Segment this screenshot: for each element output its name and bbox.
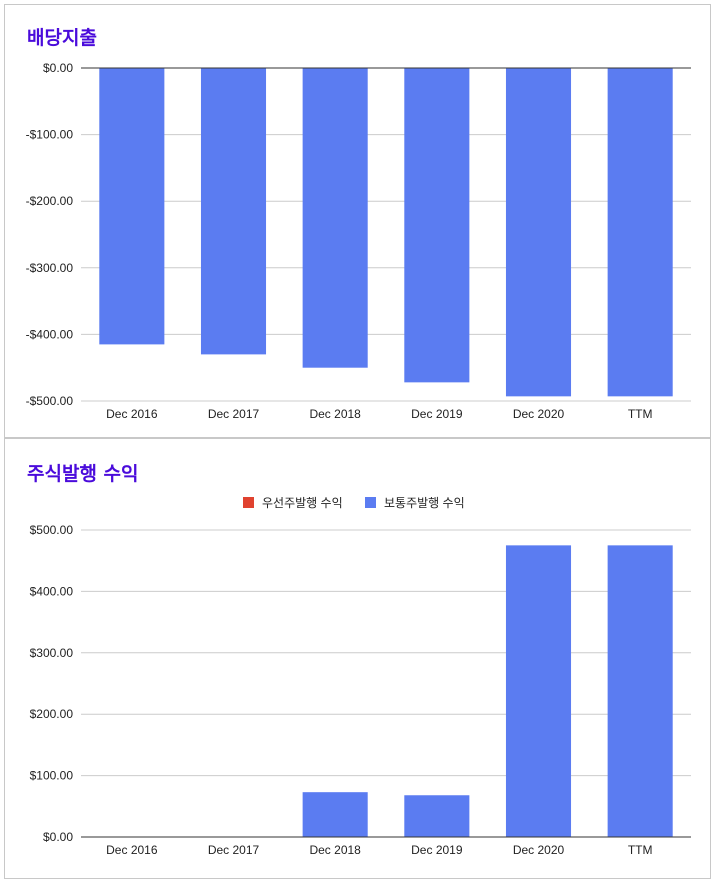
x-tick-label: Dec 2019 — [411, 843, 463, 857]
legend-swatch — [365, 497, 376, 508]
bar — [404, 795, 470, 837]
x-tick-label: Dec 2016 — [106, 843, 158, 857]
y-tick-label: -$200.00 — [26, 194, 74, 208]
x-tick-label: Dec 2020 — [513, 843, 565, 857]
y-tick-label: -$400.00 — [26, 327, 74, 341]
bar — [302, 792, 368, 837]
x-tick-label: Dec 2020 — [513, 407, 565, 421]
y-tick-label: -$500.00 — [26, 394, 74, 408]
stock-issuance-chart-panel: 주식발행 수익 $0.00 $100.00 $200.00 $300.00 $400.0… — [4, 438, 711, 879]
bar — [607, 545, 673, 837]
legend-label: 보통주발행 수익 — [384, 495, 465, 510]
legend-swatch — [243, 497, 254, 508]
y-tick-label: $500.00 — [30, 523, 74, 537]
bar — [200, 68, 267, 355]
issuance-bar-chart: $0.00 $100.00 $200.00 $300.00 $400.00 $500.00… — [30, 495, 691, 857]
bar — [505, 545, 572, 837]
y-tick-label: $400.00 — [30, 584, 74, 598]
x-tick-label: Dec 2016 — [106, 407, 158, 421]
y-tick-label: $300.00 — [30, 646, 74, 660]
x-tick-label: TTM — [628, 407, 653, 421]
dividend-chart-panel: 배당지출 $0.00 -$100.00 -$200.00 -$300.00 -$400.… — [4, 4, 711, 438]
y-tick-label: $0.00 — [43, 830, 73, 844]
y-tick-label: $0.00 — [43, 61, 73, 75]
y-tick-label: -$300.00 — [26, 261, 74, 275]
y-tick-label: $100.00 — [30, 769, 74, 783]
y-tick-label: $200.00 — [30, 707, 74, 721]
x-tick-label: Dec 2018 — [309, 843, 361, 857]
dividend-bar-chart: $0.00 -$100.00 -$200.00 -$300.00 -$400.00 -$5… — [26, 61, 691, 421]
chart-title: 주식발행 수익 — [27, 463, 139, 485]
bar — [99, 68, 165, 345]
x-tick-label: Dec 2018 — [309, 407, 361, 421]
chart-title: 배당지출 — [27, 27, 97, 49]
bar — [607, 68, 673, 397]
x-tick-label: TTM — [628, 843, 653, 857]
bar — [404, 68, 470, 383]
y-tick-label: -$100.00 — [26, 128, 74, 142]
legend-label: 우선주발행 수익 — [262, 495, 343, 510]
x-tick-label: Dec 2017 — [208, 407, 260, 421]
bar — [505, 68, 572, 397]
bar — [302, 68, 368, 368]
x-tick-label: Dec 2019 — [411, 407, 463, 421]
x-tick-label: Dec 2017 — [208, 843, 260, 857]
